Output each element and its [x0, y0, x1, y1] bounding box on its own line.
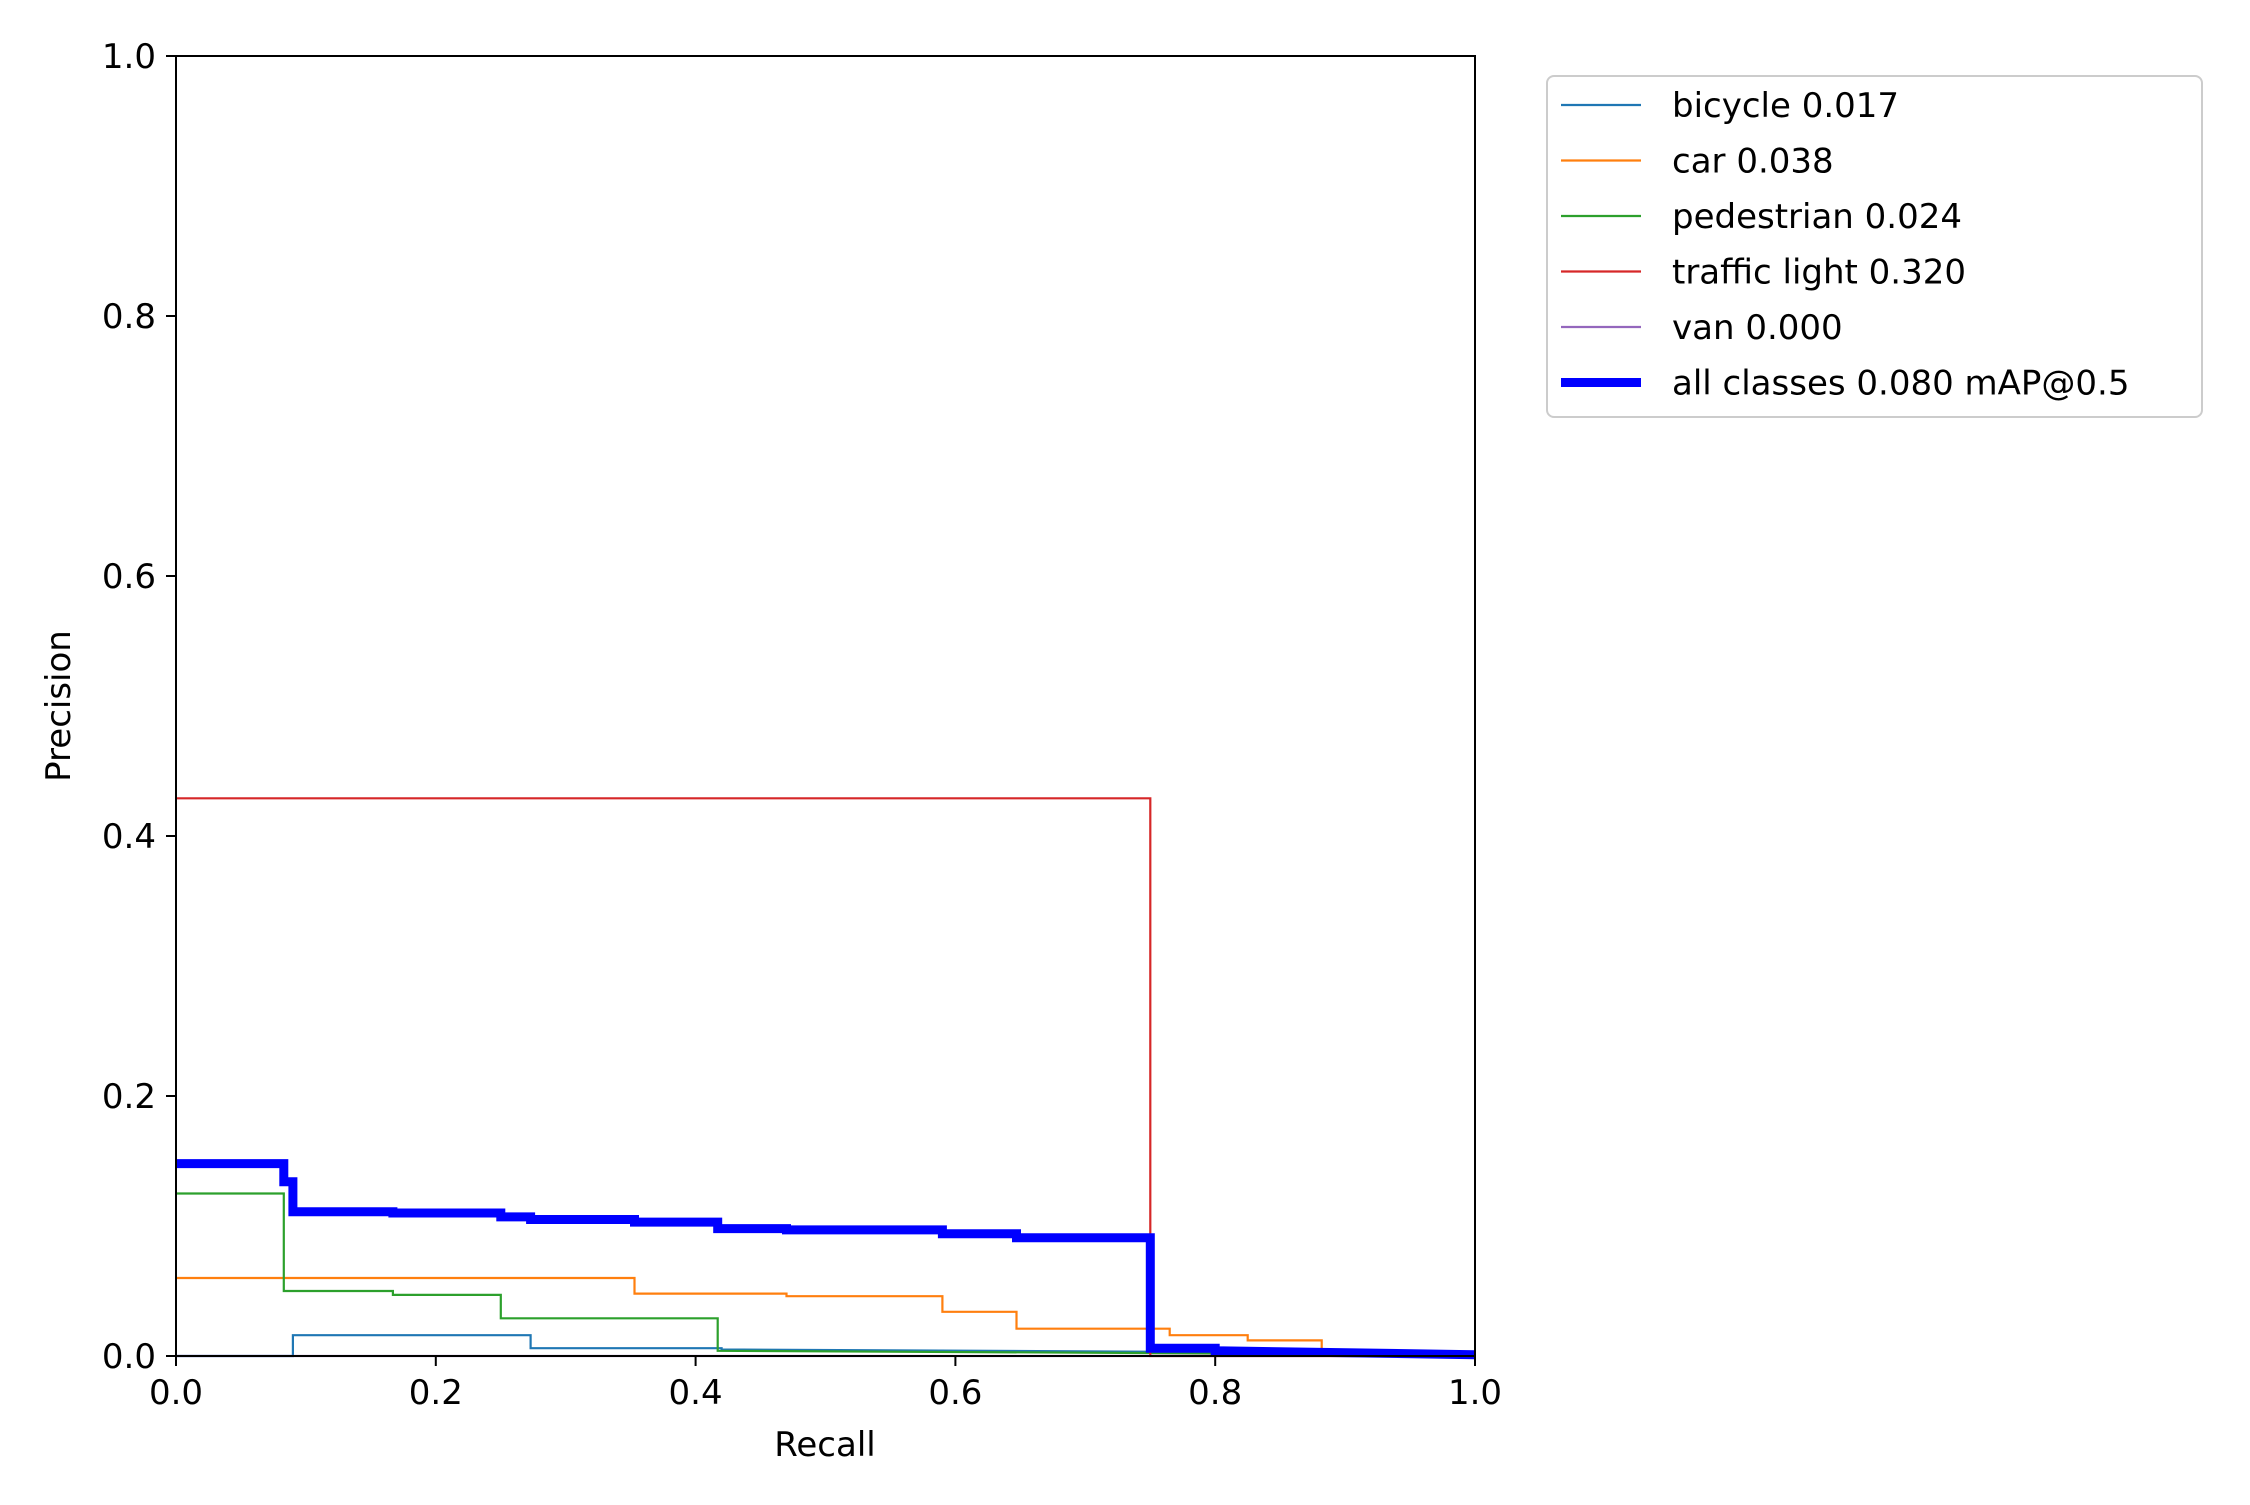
legend-label-1: car 0.038 — [1672, 142, 1834, 182]
plot-frame — [175, 55, 1476, 1357]
legend-label-0: bicycle 0.017 — [1672, 86, 1899, 126]
x-tick-label: 0.0 — [149, 1373, 203, 1413]
series-line-3 — [176, 797, 1475, 1358]
legend-box — [1546, 75, 2203, 418]
series-line-0 — [176, 1334, 1476, 1358]
legend-label-3: traffic light 0.320 — [1672, 253, 1966, 293]
series-layer — [176, 797, 1476, 1360]
x-tick-label: 0.4 — [669, 1373, 723, 1413]
x-tick-label: 0.2 — [409, 1373, 463, 1413]
x-tick-label: 1.0 — [1448, 1373, 1502, 1413]
series-line-2 — [176, 1192, 1476, 1356]
y-tick-label: 0.8 — [102, 297, 156, 337]
legend-label-5: all classes 0.080 mAP@0.5 — [1672, 364, 2129, 404]
y-tick-label: 0.4 — [102, 817, 156, 857]
y-axis: 0.0 0.2 0.4 0.6 0.8 1.0 — [102, 37, 176, 1377]
series-line-5 — [176, 1159, 1476, 1360]
legend: bicycle 0.017 car 0.038 pedestrian 0.024 tr… — [1546, 75, 2203, 418]
y-tick-label: 0.0 — [102, 1337, 156, 1377]
y-tick-label: 0.2 — [102, 1077, 156, 1117]
x-tick-label: 0.6 — [928, 1373, 982, 1413]
x-axis: 0.0 0.2 0.4 0.6 0.8 1.0 — [149, 1356, 1502, 1413]
x-tick-label: 0.8 — [1188, 1373, 1242, 1413]
legend-label-2: pedestrian 0.024 — [1672, 197, 1962, 237]
x-axis-label: Recall — [774, 1425, 875, 1465]
series-line-1 — [176, 1276, 1476, 1356]
y-tick-label: 1.0 — [102, 37, 156, 77]
y-tick-label: 0.6 — [102, 557, 156, 597]
legend-label-4: van 0.000 — [1672, 308, 1843, 348]
y-axis-label: Precision — [39, 630, 79, 782]
